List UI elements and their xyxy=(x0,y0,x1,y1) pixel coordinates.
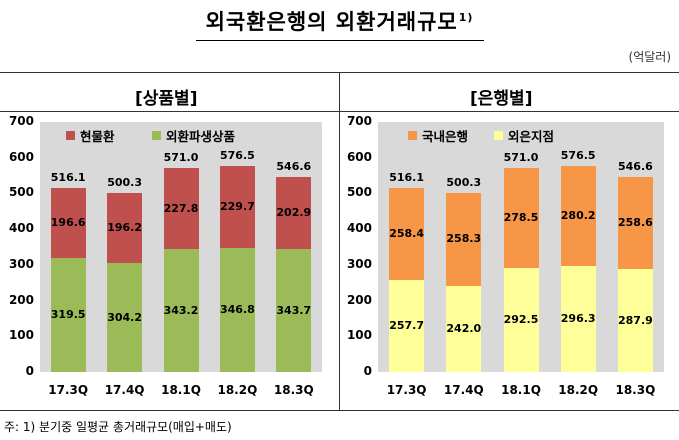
page-title: 외국환은행의 외환거래규모1) xyxy=(205,10,474,34)
total-label: 571.0 xyxy=(163,151,199,165)
bar-segment xyxy=(107,263,143,372)
y-tick-label: 100 xyxy=(346,328,372,343)
total-label: 576.5 xyxy=(219,149,255,163)
y-tick-label: 0 xyxy=(25,364,34,378)
y-tick-label: 100 xyxy=(8,328,34,343)
data-label: 343.7 xyxy=(276,303,312,317)
bar-segment xyxy=(446,193,482,286)
legend-label: 현물환 xyxy=(80,129,115,144)
data-label: 257.7 xyxy=(389,318,424,332)
bar-segment xyxy=(219,166,255,249)
data-label: 319.5 xyxy=(50,307,86,321)
data-label: 196.2 xyxy=(107,221,142,235)
data-label: 227.8 xyxy=(163,201,199,215)
bar-segment xyxy=(503,267,539,372)
total-label: 576.5 xyxy=(560,149,596,163)
total-label: 571.0 xyxy=(503,151,539,165)
legend-label: 외환파생상품 xyxy=(166,129,236,144)
bar-segment xyxy=(50,187,86,258)
data-label: 296.3 xyxy=(560,312,596,326)
x-tick-label: 18.3Q xyxy=(273,383,314,397)
y-tick-label: 200 xyxy=(8,292,34,307)
y-tick-label: 300 xyxy=(346,256,372,271)
bar-segment xyxy=(219,248,255,372)
x-tick-label: 17.3Q xyxy=(386,383,427,397)
section-title: [은행별] xyxy=(470,89,533,109)
y-tick-label: 300 xyxy=(8,256,34,271)
total-label: 500.3 xyxy=(107,176,142,190)
y-tick-label: 400 xyxy=(346,221,372,236)
bar-segment xyxy=(560,266,596,372)
x-tick-label: 18.2Q xyxy=(217,383,258,397)
data-label: 278.5 xyxy=(503,210,539,224)
legend-item: 국내은행 xyxy=(408,126,468,145)
data-label: 258.4 xyxy=(389,226,424,240)
legend-swatch xyxy=(152,131,161,140)
x-tick-label: 18.2Q xyxy=(558,383,599,397)
bar-segment xyxy=(389,187,425,280)
y-tick-label: 600 xyxy=(8,149,34,164)
data-label: 287.9 xyxy=(617,313,653,327)
panel-divider-line xyxy=(339,72,340,410)
title-underline xyxy=(196,40,484,41)
total-label: 516.1 xyxy=(50,170,86,184)
data-label: 304.2 xyxy=(107,310,142,324)
bar-segment xyxy=(617,176,653,270)
bar-segment xyxy=(617,269,653,372)
bar-segment xyxy=(276,249,312,372)
bar-segment xyxy=(107,193,143,264)
y-tick-label: 400 xyxy=(8,221,34,236)
y-tick-label: 700 xyxy=(346,114,372,128)
x-tick-label: 18.3Q xyxy=(615,383,656,397)
data-label: 258.6 xyxy=(617,216,653,229)
legend-swatch xyxy=(494,131,503,140)
x-tick-label: 18.1Q xyxy=(161,383,201,397)
y-tick-label: 600 xyxy=(346,149,372,164)
total-label: 546.6 xyxy=(617,159,653,173)
legend-item: 외환파생상품 xyxy=(152,126,235,145)
x-tick-label: 17.4Q xyxy=(104,383,145,397)
x-tick-label: 18.1Q xyxy=(501,383,541,397)
bar-segment xyxy=(560,166,596,267)
x-tick-label: 17.3Q xyxy=(48,383,89,397)
legend-swatch xyxy=(66,131,75,140)
data-label: 229.7 xyxy=(219,200,255,214)
total-label: 500.3 xyxy=(446,176,482,190)
legend-item: 현물환 xyxy=(66,126,115,145)
data-label: 258.3 xyxy=(446,232,482,246)
legend-label: 국내은행 xyxy=(422,129,469,144)
section-title: [상품별] xyxy=(135,89,198,109)
data-label: 242.0 xyxy=(446,321,482,335)
y-tick-label: 0 xyxy=(363,364,372,378)
bar-segment xyxy=(163,168,199,250)
data-label: 292.5 xyxy=(503,312,539,326)
bar-segment xyxy=(503,168,539,268)
bar-segment xyxy=(389,279,425,372)
unit-label: (억달러) xyxy=(628,50,671,64)
total-label: 516.1 xyxy=(389,170,424,184)
legend-label: 외은지점 xyxy=(508,129,555,144)
y-tick-label: 200 xyxy=(346,292,372,307)
data-label: 196.6 xyxy=(50,215,86,229)
bar-segment xyxy=(163,249,199,372)
footnote: 주: 1) 분기중 일평균 총거래규모(매입+매도) xyxy=(4,420,232,434)
bar-segment xyxy=(50,257,86,372)
y-tick-label: 500 xyxy=(8,185,34,200)
bar-segment xyxy=(446,285,482,372)
frame-bottom-line xyxy=(0,410,679,411)
total-label: 546.6 xyxy=(276,159,312,173)
legend-swatch xyxy=(408,131,417,140)
y-tick-label: 700 xyxy=(8,114,34,128)
legend-item: 외은지점 xyxy=(494,126,554,145)
y-tick-label: 500 xyxy=(346,185,372,200)
data-label: 346.8 xyxy=(219,303,255,317)
x-tick-label: 17.4Q xyxy=(443,383,484,397)
bar-segment xyxy=(276,176,312,250)
data-label: 280.2 xyxy=(560,209,596,223)
data-label: 202.9 xyxy=(276,206,312,220)
data-label: 343.2 xyxy=(163,303,199,317)
